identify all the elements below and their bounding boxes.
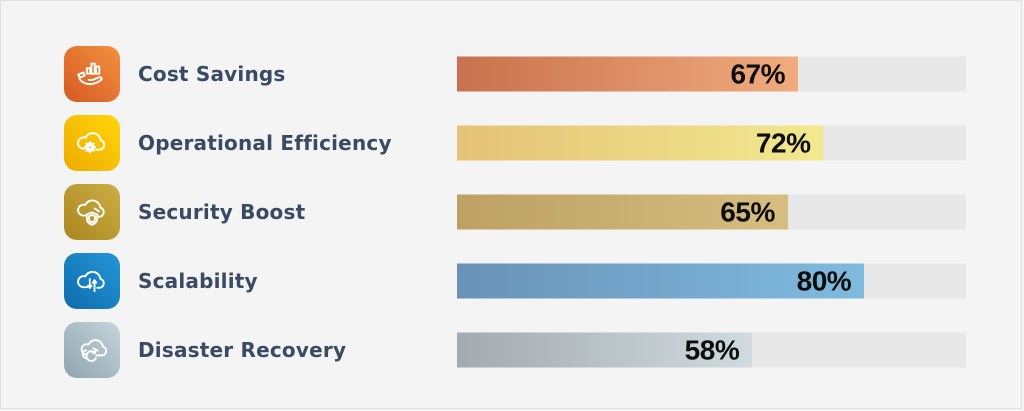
category-label: Scalability (138, 269, 258, 293)
chart-row-security-boost: Security Boost 65% (1, 184, 1021, 240)
bar-track: 58% (457, 332, 966, 368)
value-label: 65% (720, 196, 775, 227)
chart-row-cost-savings: Cost Savings 67% (1, 46, 1021, 102)
value-label: 72% (755, 127, 811, 158)
cloud-shield-icon (64, 184, 120, 240)
bar-track: 80% (457, 263, 966, 299)
category-label: Cost Savings (138, 62, 286, 86)
category-label: Security Boost (138, 200, 306, 224)
bar-fill: 65% (457, 194, 788, 230)
hand-holding-chart-icon (64, 46, 120, 102)
bar-track: 67% (457, 56, 966, 92)
chart-row-scalability: Scalability 80% (1, 253, 1021, 309)
cloud-scale-arrows-icon (64, 253, 120, 309)
value-label: 80% (796, 265, 852, 296)
value-label: 58% (684, 334, 740, 365)
bar-track: 65% (457, 194, 966, 230)
bar-fill: 58% (457, 332, 753, 368)
bar-fill: 80% (457, 263, 865, 299)
bar-track: 72% (457, 125, 966, 161)
chart-row-operational-efficiency: Operational Efficiency 72% (1, 115, 1021, 171)
bar-fill: 72% (457, 125, 824, 161)
cloud-gear-icon (64, 115, 120, 171)
value-label: 67% (730, 58, 786, 89)
chart-row-disaster-recovery: Disaster Recovery 58% (1, 322, 1021, 378)
cloud-refresh-icon (64, 322, 120, 378)
bar-fill: 67% (457, 56, 799, 92)
category-label: Operational Efficiency (138, 131, 392, 155)
category-label: Disaster Recovery (138, 338, 347, 362)
